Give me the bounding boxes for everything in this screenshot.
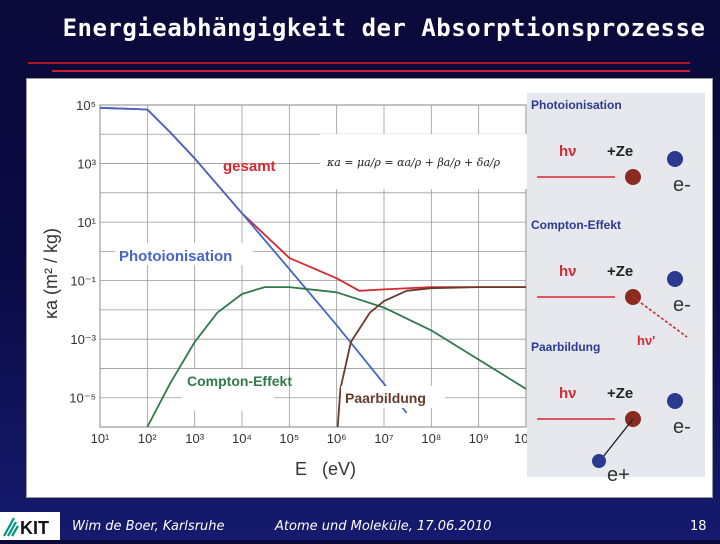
photon-label: hν [559,263,577,280]
series-line-paarbildung [336,286,526,428]
y-tick-label: 10⁻¹ [70,274,96,289]
x-tick-label: 10¹ [91,431,110,446]
y-tick-label: 10¹ [77,215,96,230]
electron-label: e- [673,416,691,438]
annotation-gesamt: gesamt [223,158,276,175]
y-tick-label: 10³ [77,157,96,172]
photon-label: hν [559,143,577,160]
series-layer [99,106,527,428]
absorption-chart: 10¹ 10² 10³ 10⁴ 10⁵ 10⁶ 10⁷ 10⁸ 10⁹ 10¹⁰10⁵10³10¹… [41,93,705,486]
process-diagrams: Photoionisation hν +Ze e- Compton-Effekt hν +Z… [531,98,691,486]
scattered-photon [632,296,688,338]
diagram-title: Paarbildung [531,340,600,354]
slide-title: Energieabhängigkeit der Absorptionsproze… [62,14,706,42]
electron [667,393,683,409]
annotation-paar-bg [341,386,445,408]
kit-logo-text: KIT [20,518,49,538]
x-tick-label: 10⁵ [279,431,299,446]
y-tick-label: 10⁻³ [70,332,96,347]
electron-label: e- [673,294,691,316]
x-tick-label: 10⁴ [232,431,252,446]
electron-label: e- [673,174,691,196]
photon-label: hν [559,385,577,402]
footer: KIT Wim de Boer, Karlsruhe Atome und Mol… [0,512,720,540]
annotation-paarbildung: Paarbildung [345,390,426,406]
x-tick-label: 10³ [185,431,204,446]
y-tick-label: 10⁵ [76,98,96,113]
y-tick-label: 10⁻⁵ [69,391,96,406]
title-rule-secondary [52,70,690,72]
x-tick-label: 10⁶ [327,431,347,446]
annotation-photo-bg [115,243,253,265]
x-tick-label: 10² [138,431,157,446]
annotation-compton-bg [182,369,274,411]
formula-text: κa = μa/ρ = αa/ρ + βa/ρ + δa/ρ [326,156,501,169]
electron [667,271,683,287]
nucleus-label: +Ze [607,143,633,160]
kit-logo-arcs [3,517,19,537]
electron [667,151,683,167]
figure-frame: 10¹ 10² 10³ 10⁴ 10⁵ 10⁶ 10⁷ 10⁸ 10⁹ 10¹⁰ 10⁵ 10³ 10¹… [26,78,713,498]
positron-track [602,418,634,458]
series-line-photoionisation [99,106,408,414]
diagram-title: Compton-Effekt [531,218,621,232]
diagram-title: Photoionisation [531,98,622,112]
title-rule [28,62,690,64]
x-tick-label: 10⁸ [421,431,441,446]
nucleus-label: +Ze [607,385,633,402]
x-axis-label: E (eV) [295,459,356,479]
x-tick-label: 10⁹ [469,431,489,446]
kit-logo: KIT [0,512,60,540]
nucleus [625,169,641,185]
annotation-photoionisation: Photoionisation [119,248,232,265]
series-line-compton-effekt [146,286,527,428]
formula-box [320,134,532,189]
y-axis-label: κa (m² / kg) [41,228,61,319]
footer-author: Wim de Boer, Karlsruhe [72,519,225,534]
nucleus-label: +Ze [607,263,633,280]
footer-course: Atome und Moleküle, 17.06.2010 [275,519,492,534]
scattered-photon-label: hν' [637,333,655,348]
positron [592,454,606,468]
annotation-compton-effekt: Compton-Effekt [187,373,292,389]
positron-label: e+ [607,464,630,486]
x-tick-label: 10⁷ [374,431,393,446]
page-number: 18 [690,519,707,534]
